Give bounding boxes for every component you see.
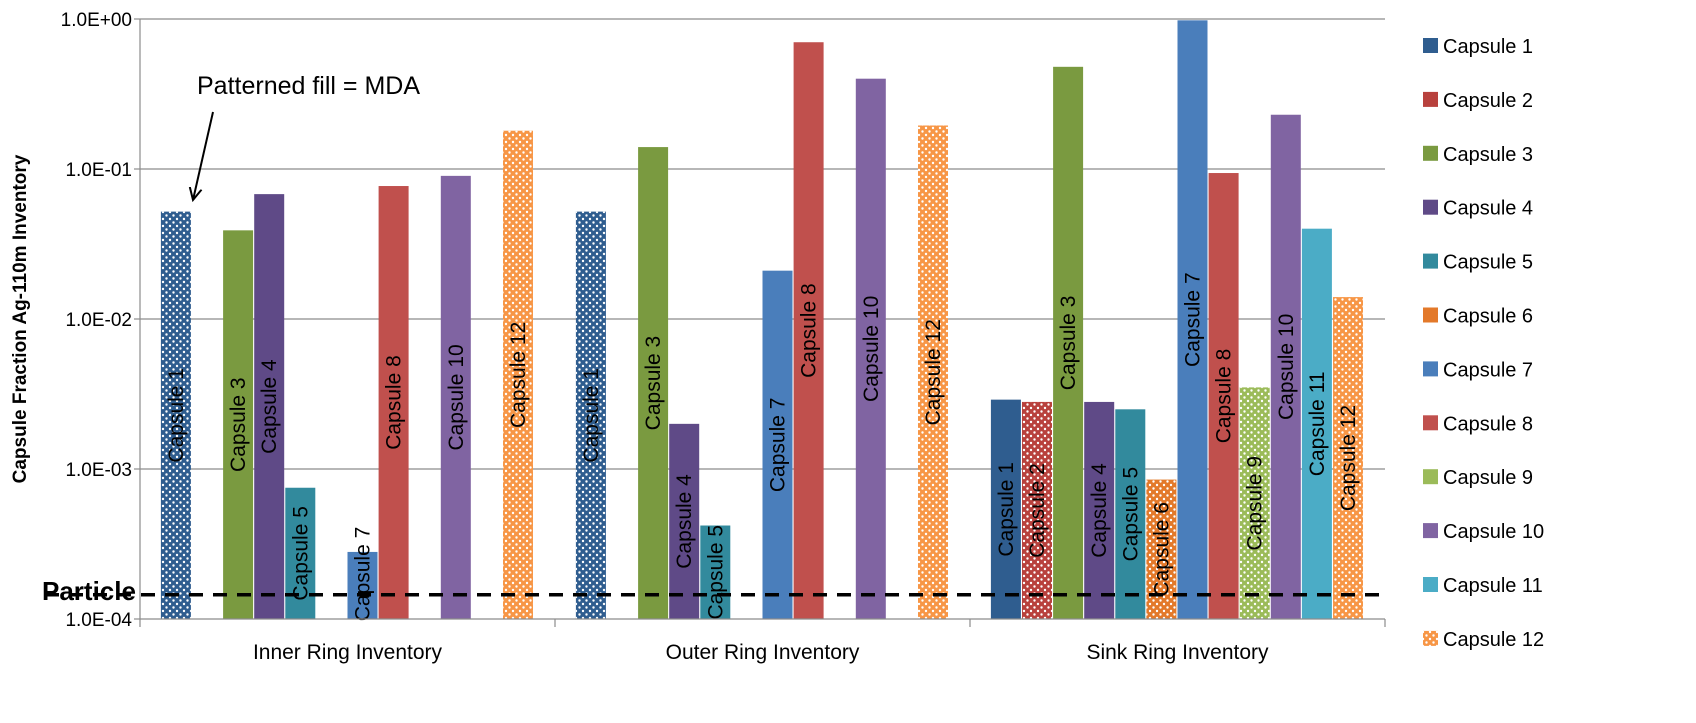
bar-label: Capsule 4 — [258, 359, 281, 454]
bar-label: Capsule 1 — [165, 368, 188, 463]
legend-swatch-capsule-1 — [1423, 38, 1438, 53]
legend-label-capsule-12: Capsule 12 — [1443, 629, 1544, 651]
bar-label: Capsule 12 — [922, 319, 945, 425]
bar-capsule-1-outer-ring-inventory-mda-pattern — [575, 211, 606, 620]
annotation-text: Patterned fill = MDA — [197, 72, 420, 100]
axes: 1.0E+00 1.0E-01 1.0E-02 1.0E-03 1.0E-04 Capsu… — [10, 10, 1386, 664]
legend-label-capsule-5: Capsule 5 — [1443, 252, 1533, 274]
legend-label-capsule-11: Capsule 11 — [1443, 575, 1543, 597]
category-label: Outer Ring Inventory — [666, 641, 860, 664]
bar-label: Capsule 10 — [860, 296, 883, 402]
legend-swatch-capsule-10 — [1423, 523, 1438, 539]
y-tick-label: 1.0E-03 — [65, 460, 132, 481]
legend-label-capsule-3: Capsule 3 — [1443, 144, 1533, 166]
bar-capsule-8-inner-ring-inventory — [378, 186, 409, 619]
bar-capsule-2-sink-ring-inventory-mda-pattern — [1022, 401, 1052, 619]
bar-capsule-5-outer-ring-inventory — [700, 525, 731, 619]
bar-capsule-3-inner-ring-inventory — [223, 230, 254, 619]
bar-label: Capsule 5 — [289, 506, 312, 601]
legend-label-capsule-2: Capsule 2 — [1443, 90, 1533, 112]
bar-capsule-7-sink-ring-inventory — [1177, 20, 1208, 619]
legend-label-capsule-6: Capsule 6 — [1443, 306, 1533, 328]
bar-capsule-5-sink-ring-inventory — [1115, 409, 1146, 619]
bar-label: Capsule 11 — [1306, 372, 1329, 477]
bar-label: Capsule 12 — [1337, 405, 1360, 511]
bar-label: Capsule 1 — [580, 368, 603, 463]
bar-capsule-8-outer-ring-inventory — [793, 42, 824, 620]
bar-label: Capsule 7 — [767, 398, 790, 493]
bar-label: Capsule 7 — [1182, 272, 1205, 367]
legend-label-capsule-4: Capsule 4 — [1443, 198, 1533, 220]
bar-capsule-4-inner-ring-inventory — [254, 194, 285, 619]
bar-capsule-12-outer-ring-inventory-mda-pattern — [918, 125, 948, 619]
bar-label: Capsule 8 — [383, 355, 406, 450]
y-tick-label: 1.0E+00 — [61, 10, 132, 31]
legend-label-capsule-1: Capsule 1 — [1443, 36, 1533, 58]
bar-capsule-3-sink-ring-inventory — [1053, 66, 1084, 619]
bar-capsule-12-inner-ring-inventory-mda-pattern — [503, 130, 533, 620]
bar-capsule-1-sink-ring-inventory — [990, 399, 1021, 619]
legend-swatch-capsule-6 — [1423, 307, 1438, 323]
legend-swatch-capsule-8 — [1423, 415, 1438, 431]
bar-capsule-9-sink-ring-inventory-mda-pattern — [1239, 387, 1270, 619]
bar-capsule-10-sink-ring-inventory — [1270, 114, 1301, 620]
bar-label: Capsule 3 — [1057, 296, 1080, 391]
bar-capsule-1-inner-ring-inventory-mda-pattern — [160, 211, 191, 620]
legend-swatch-capsule-3 — [1423, 145, 1438, 161]
bar-label: Capsule 9 — [1244, 456, 1267, 551]
bar-label: Capsule 8 — [798, 283, 821, 378]
bar-capsule-5-inner-ring-inventory — [285, 487, 316, 619]
bars: Capsule 1 Capsule 1 Capsule 1 Capsule 2 Caps… — [160, 20, 1363, 622]
annotation: Patterned fill = MDA — [193, 72, 420, 200]
bar-label: Capsule 4 — [1088, 463, 1111, 558]
bar-capsule-3-outer-ring-inventory — [638, 147, 669, 619]
legend-swatch-capsule-9 — [1423, 469, 1438, 485]
bar-label: Capsule 10 — [445, 344, 468, 450]
particle-reference-label: Particle — [42, 576, 136, 606]
bar-label: Capsule 3 — [227, 377, 250, 472]
legend-swatch-capsule-4 — [1423, 199, 1438, 215]
bar-label: Capsule 12 — [507, 322, 530, 428]
y-tick-label: 1.0E-04 — [65, 610, 132, 631]
y-tick-label: 1.0E-02 — [65, 310, 132, 331]
bar-capsule-12-sink-ring-inventory-mda-pattern — [1333, 297, 1363, 619]
bar-capsule-7-outer-ring-inventory — [762, 270, 793, 619]
legend: Capsule 1 Capsule 2 Capsule 3 Capsule 4 Caps… — [1423, 36, 1544, 651]
bar-capsule-11-sink-ring-inventory — [1301, 228, 1332, 620]
bar-label: Capsule 2 — [1026, 463, 1049, 558]
bar-capsule-8-sink-ring-inventory — [1208, 173, 1239, 619]
legend-swatch-pattern — [1423, 630, 1438, 646]
bar-label: Capsule 1 — [995, 462, 1018, 557]
bar-label: Capsule 4 — [673, 474, 696, 569]
reference-line: Particle — [42, 576, 1385, 606]
bar-label: Capsule 3 — [642, 336, 665, 431]
bar-capsule-10-outer-ring-inventory — [855, 78, 886, 620]
y-axis-title: Capsule Fraction Ag-110m Inventory — [10, 154, 31, 483]
y-tick-label: 1.0E-01 — [65, 160, 132, 181]
legend-label-capsule-9: Capsule 9 — [1443, 467, 1533, 489]
legend-swatch-capsule-2 — [1423, 91, 1438, 107]
annotation-arrow — [193, 111, 214, 200]
bar-label: Capsule 5 — [704, 525, 727, 620]
bar-label: Capsule 8 — [1213, 349, 1236, 444]
category-label: Inner Ring Inventory — [253, 641, 443, 664]
category-label: Sink Ring Inventory — [1086, 641, 1269, 664]
legend-swatch-capsule-5 — [1423, 253, 1438, 269]
bar-label: Capsule 7 — [352, 527, 375, 622]
bar-label: Capsule 6 — [1150, 502, 1173, 597]
bar-capsule-7-inner-ring-inventory — [347, 551, 378, 619]
legend-swatch-capsule-7 — [1423, 361, 1438, 377]
legend-label-capsule-7: Capsule 7 — [1443, 359, 1533, 381]
bar-label: Capsule 10 — [1275, 314, 1298, 420]
legend-label-capsule-8: Capsule 8 — [1443, 413, 1533, 435]
bar-capsule-4-sink-ring-inventory — [1084, 401, 1115, 619]
legend-label-capsule-10: Capsule 10 — [1443, 521, 1544, 543]
bar-capsule-10-inner-ring-inventory — [440, 175, 471, 619]
bar-label: Capsule 5 — [1119, 467, 1142, 562]
legend-swatch-capsule-11 — [1423, 577, 1438, 592]
bar-capsule-4-outer-ring-inventory — [669, 423, 700, 619]
